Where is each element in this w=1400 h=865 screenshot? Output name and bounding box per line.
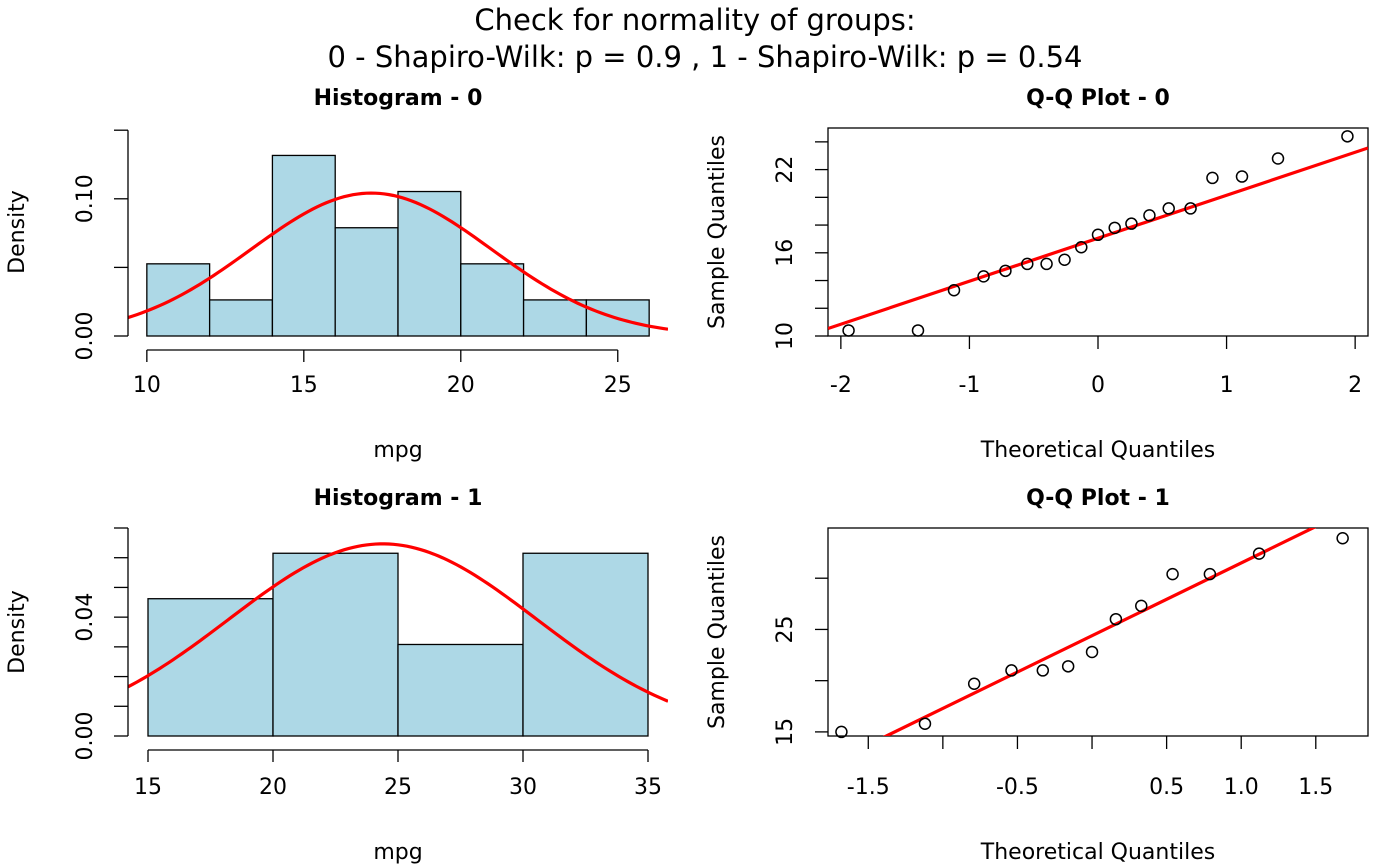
panel-qq-plot-1: Q-Q Plot - 1 -1.5 -0.5 0.5 1.0 1.5 15 25 Theoret… — [705, 486, 1369, 865]
normal-density-curve — [128, 191, 668, 331]
qq-point — [835, 725, 848, 739]
normal-density-curve — [128, 542, 668, 703]
qq-point — [1143, 209, 1156, 222]
qq-point — [1235, 170, 1249, 183]
panel-title: Q-Q Plot - 1 — [1026, 486, 1170, 511]
y-axis-label: Density — [5, 190, 30, 274]
panel-title: Q-Q Plot - 0 — [1026, 86, 1170, 111]
qq-point — [1036, 664, 1050, 677]
qq-point — [1162, 202, 1175, 215]
panel-histogram-0: Histogram - 0 10 15 20 25 0.00 0.10 mpg Density — [5, 86, 668, 463]
qq-point — [911, 324, 925, 337]
x-tick-label: 1.5 — [1298, 775, 1333, 800]
qq-reference-line — [882, 528, 1317, 736]
qq-point — [1075, 241, 1088, 254]
x-tick-label: 2 — [1348, 373, 1362, 398]
x-tick-label: 0 — [1091, 373, 1105, 398]
y-axis-label: Density — [5, 590, 30, 674]
panel-title: Histogram - 1 — [314, 486, 483, 511]
qq-point — [1085, 645, 1099, 659]
qq-point — [1206, 171, 1219, 185]
x-tick-label: 1.0 — [1224, 775, 1259, 800]
x-axis-label: mpg — [373, 840, 422, 865]
histogram-bar — [271, 154, 336, 337]
histogram-bar — [208, 299, 274, 337]
panel-qq-plot-0: Q-Q Plot - 0 -2 -1 0 1 2 10 16 22 Theoretical Qua… — [705, 86, 1369, 463]
qq-point — [1125, 217, 1138, 230]
qq-point — [967, 677, 981, 690]
y-tick-label: 22 — [773, 156, 798, 184]
histogram-bar — [334, 227, 399, 337]
x-axis-label: Theoretical Quantiles — [980, 438, 1215, 463]
histogram-bar — [397, 643, 524, 737]
plot-frame — [827, 127, 1369, 337]
qq-point — [1040, 257, 1053, 271]
main-title-line2: 0 - Shapiro-Wilk: p = 0.9 , 1 - Shapiro-… — [328, 40, 1083, 74]
x-tick-label: -1.5 — [847, 775, 890, 800]
qq-point — [842, 324, 855, 337]
histogram-bar — [146, 263, 211, 337]
qq-point — [1271, 152, 1285, 165]
histogram-bar — [272, 552, 399, 737]
y-tick-label: 15 — [773, 718, 798, 746]
x-tick-label: 15 — [290, 373, 318, 398]
panel-histogram-1: Histogram - 1 15 20 25 30 35 0.00 0.04 mpg Densit… — [5, 486, 668, 865]
x-tick-label: -2 — [830, 373, 852, 398]
qq-point — [1252, 547, 1266, 560]
qq-point — [1058, 253, 1071, 266]
x-axis-label: Theoretical Quantiles — [980, 840, 1215, 865]
qq-point — [1135, 599, 1148, 613]
qq-point — [977, 270, 990, 283]
y-tick-label: 0.04 — [73, 593, 98, 642]
x-tick-label: 25 — [604, 373, 632, 398]
x-tick-label: 20 — [447, 373, 475, 398]
qq-point — [1091, 228, 1105, 242]
y-tick-label: 0.10 — [73, 174, 98, 223]
histogram-bar — [460, 263, 525, 337]
qq-point — [1109, 612, 1123, 626]
y-axis-label: Sample Quantiles — [705, 535, 730, 729]
qq-point — [1336, 531, 1349, 545]
qq-point — [947, 283, 961, 297]
x-tick-label: 25 — [384, 775, 412, 800]
qq-point — [1203, 567, 1217, 581]
qq-point — [1061, 660, 1075, 673]
y-tick-label: 16 — [773, 239, 798, 267]
qq-reference-line — [828, 146, 1368, 331]
x-tick-label: 10 — [133, 373, 161, 398]
histogram-bar — [147, 598, 274, 737]
y-tick-label: 25 — [773, 615, 798, 643]
x-tick-label: 15 — [134, 775, 162, 800]
y-tick-label: 0.00 — [73, 312, 98, 361]
histogram-bar — [522, 299, 588, 337]
panel-title: Histogram - 0 — [314, 86, 483, 111]
plot-frame — [827, 527, 1369, 737]
qq-point — [1021, 257, 1034, 271]
x-tick-label: 20 — [259, 775, 287, 800]
y-tick-label: 10 — [773, 322, 798, 350]
y-tick-label: 0.00 — [73, 712, 98, 761]
x-tick-label: 30 — [509, 775, 537, 800]
x-axis-label: mpg — [373, 438, 422, 463]
qq-point — [1005, 664, 1018, 677]
x-tick-label: -0.5 — [996, 775, 1039, 800]
main-title-line1: Check for normality of groups: — [474, 3, 915, 37]
x-tick-label: 1 — [1220, 373, 1234, 398]
x-tick-label: 0.5 — [1149, 775, 1184, 800]
histogram-bar — [522, 552, 649, 737]
qq-point — [1341, 130, 1354, 143]
qq-point — [1108, 221, 1121, 235]
qq-point — [1184, 202, 1197, 215]
y-axis-label: Sample Quantiles — [705, 135, 730, 329]
x-tick-label: -1 — [958, 373, 980, 398]
x-tick-label: 35 — [634, 775, 662, 800]
histogram-bar — [397, 190, 462, 337]
qq-point — [1166, 567, 1179, 581]
qq-point — [999, 264, 1012, 278]
qq-point — [918, 717, 932, 730]
